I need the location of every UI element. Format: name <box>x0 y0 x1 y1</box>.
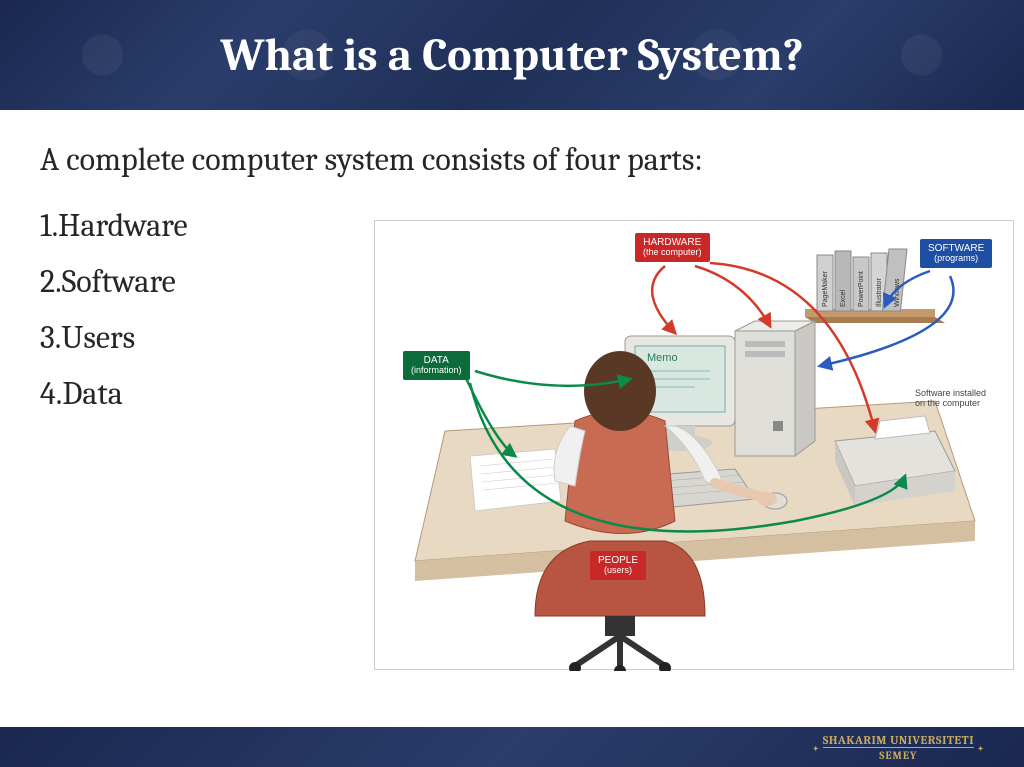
intro-text: A complete computer system consists of f… <box>40 140 940 180</box>
arrow-hardware <box>652 266 675 333</box>
computer-tower <box>735 321 815 456</box>
diagram-svg: PageMaker Excel PowerPoint Illustrator W… <box>375 221 1015 671</box>
slide-content: A complete computer system consists of f… <box>0 110 1024 727</box>
header-band: What is a Computer System? <box>0 0 1024 110</box>
software-install-note: Software installed on the computer <box>915 389 986 409</box>
label-people: PEOPLE (users) <box>590 551 646 580</box>
svg-text:Memo: Memo <box>647 352 678 364</box>
svg-text:Excel: Excel <box>840 289 847 307</box>
label-software: SOFTWARE (programs) <box>920 239 992 268</box>
label-hardware: HARDWARE (the computer) <box>635 233 710 262</box>
slide-title: What is a Computer System? <box>220 29 803 82</box>
university-logo: SHAKARIM UNIVERSITETI SEMEY <box>823 734 974 761</box>
svg-text:PowerPoint: PowerPoint <box>858 271 865 307</box>
label-data: DATA (information) <box>403 351 470 380</box>
svg-text:Illustrator: Illustrator <box>876 278 883 307</box>
computer-system-diagram: PageMaker Excel PowerPoint Illustrator W… <box>374 220 1014 670</box>
arrow-hardware <box>695 266 770 326</box>
document-paper <box>470 449 561 511</box>
svg-text:PageMaker: PageMaker <box>822 271 829 307</box>
footer-band: SHAKARIM UNIVERSITETI SEMEY <box>0 727 1024 767</box>
